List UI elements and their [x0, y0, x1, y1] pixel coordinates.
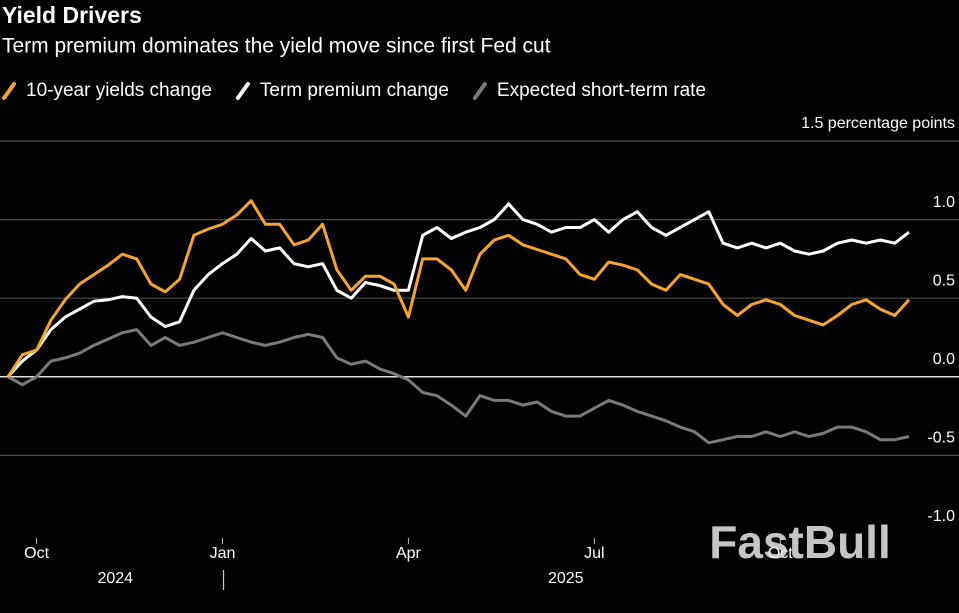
- x-tick-label: Apr: [396, 545, 422, 562]
- watermark: FastBull: [709, 516, 890, 568]
- y-tick-label: -0.5: [927, 430, 955, 447]
- legend-swatch: [235, 82, 250, 100]
- series-line: [6, 199, 911, 378]
- legend-swatch: [2, 82, 16, 100]
- x-tick-label: Jul: [584, 545, 604, 562]
- y-tick-label: 1.0: [933, 194, 955, 211]
- series-line: [7, 328, 910, 445]
- x-tick-label: Jan: [210, 545, 236, 562]
- year-label: 2024: [97, 570, 133, 587]
- legend-swatch: [472, 82, 487, 100]
- series-line: [6, 202, 910, 378]
- x-tick-label: Oct: [24, 545, 49, 562]
- year-label: 2025: [548, 570, 584, 587]
- x-tick-label: Oct: [768, 545, 793, 562]
- y-tick-label: 1.5 percentage points: [801, 115, 955, 132]
- legend-label: Term premium change: [260, 80, 449, 101]
- y-tick-label: -1.0: [927, 508, 955, 525]
- y-tick-label: 0.0: [933, 351, 955, 368]
- legend-label: Expected short-term rate: [497, 80, 706, 101]
- y-tick-label: 0.5: [933, 272, 955, 289]
- chart-title: Yield Drivers: [2, 2, 142, 28]
- chart-subtitle: Term premium dominates the yield move si…: [2, 35, 551, 58]
- legend-label: 10-year yields change: [26, 80, 212, 101]
